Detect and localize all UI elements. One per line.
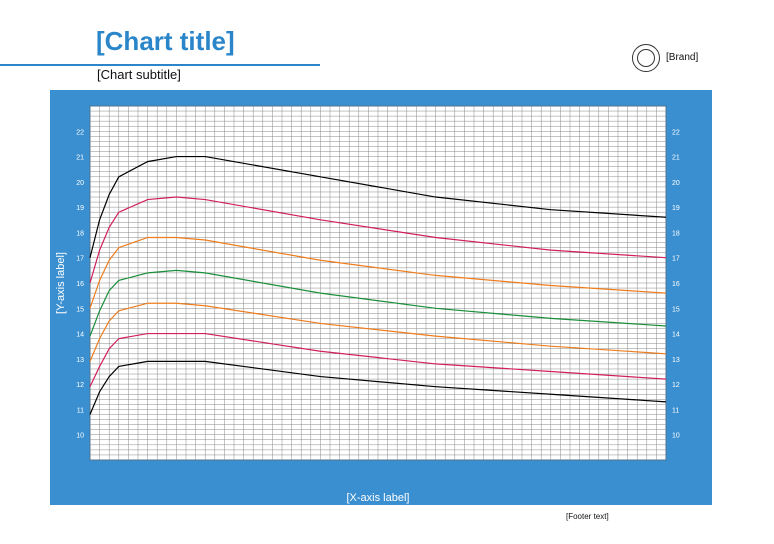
series-line-3	[89, 236, 667, 309]
y-tick-label-right: 15	[672, 306, 680, 313]
y-tick-label-right: 14	[672, 332, 680, 339]
series-line-5	[89, 302, 667, 362]
y-axis-label: [Y-axis label]	[55, 252, 67, 314]
chart-subtitle: [Chart subtitle]	[97, 67, 181, 82]
y-tick-label-left: 21	[76, 155, 84, 162]
brand-text: [Brand]	[666, 52, 699, 63]
y-tick-label-right: 16	[672, 281, 680, 288]
y-tick-label-left: 22	[76, 129, 84, 136]
y-tick-label-left: 13	[76, 357, 84, 364]
chart-svg: 10 10 11 11 12 12 13 13 14 14 15 15 16 16 17 17 18 18 19 19…	[50, 90, 712, 505]
series-line-1	[89, 155, 667, 258]
y-tick-label-right: 22	[672, 129, 680, 136]
y-tick-label-right: 13	[672, 357, 680, 364]
chart-title: [Chart title]	[96, 26, 235, 56]
y-tick-label-left: 19	[76, 205, 84, 212]
chart: 10 10 11 11 12 12 13 13 14 14 15 15 16 16 17 17 18 18 19 19…	[50, 90, 712, 505]
y-tick-label-left: 10	[76, 433, 84, 440]
y-tick-label-right: 11	[672, 407, 679, 414]
grid-lines	[89, 105, 667, 461]
y-tick-label-left: 18	[76, 230, 84, 237]
series-lines	[89, 155, 667, 415]
y-tick-label-left: 11	[77, 407, 84, 414]
y-tick-label-left: 16	[76, 281, 84, 288]
footer-note: [Footer text]	[566, 512, 609, 521]
y-tick-label-left: 15	[76, 306, 84, 313]
x-axis-label: [X-axis label]	[347, 492, 410, 504]
series-line-6	[89, 332, 667, 387]
y-tick-label-left: 17	[76, 256, 84, 263]
y-tick-label-right: 12	[672, 382, 680, 389]
y-tick-label-right: 20	[672, 180, 680, 187]
y-tick-label-left: 20	[76, 180, 84, 187]
y-tick-label-right: 17	[672, 256, 680, 263]
y-tick-label-left: 12	[76, 382, 84, 389]
y-tick-label-right: 10	[672, 433, 680, 440]
header: [Chart title] [Chart subtitle] [Brand]	[0, 0, 774, 90]
brand-logo-icon	[632, 44, 660, 72]
title-underline	[0, 64, 320, 66]
series-line-7	[89, 360, 667, 415]
series-line-4	[89, 269, 667, 337]
y-tick-label-right: 19	[672, 205, 680, 212]
y-tick-label-right: 18	[672, 230, 680, 237]
brand: [Brand]	[632, 44, 698, 72]
y-tick-label-left: 14	[76, 332, 84, 339]
series-line-2	[89, 196, 667, 284]
y-tick-label-right: 21	[672, 155, 680, 162]
